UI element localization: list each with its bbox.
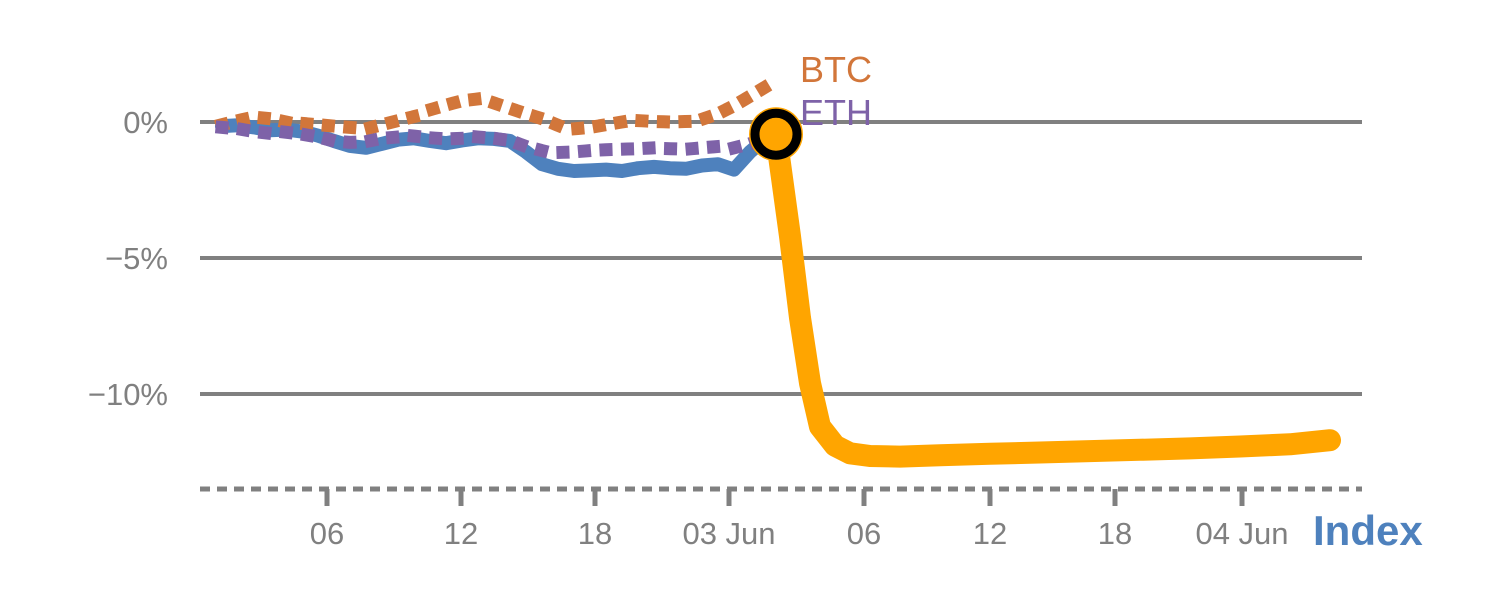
x-tick-label-4: 06 xyxy=(847,516,881,551)
marker-black-ring xyxy=(750,108,802,160)
data-series-group xyxy=(214,72,1341,468)
y-tick-label-1: −5% xyxy=(105,241,168,276)
x-tick-label-5: 12 xyxy=(973,516,1007,551)
y-tick-label-0: 0% xyxy=(123,105,168,140)
marker-inner-dot xyxy=(763,121,789,148)
highlight-marker-group[interactable] xyxy=(749,107,803,162)
series-line-projection xyxy=(765,123,1341,468)
x-axis-tick-labels-group: 06 12 18 03 Jun 06 12 18 04 Jun xyxy=(310,516,1289,551)
series-line-eth xyxy=(214,120,785,159)
x-tick-label-6: 18 xyxy=(1098,516,1132,551)
x-tick-label-3: 03 Jun xyxy=(682,516,775,551)
x-axis-ticks-group xyxy=(324,489,1245,506)
series-label-btc: BTC xyxy=(800,49,872,90)
series-label-index: Index xyxy=(1313,507,1423,554)
x-tick-label-7: 04 Jun xyxy=(1195,516,1288,551)
y-axis-tick-labels-group: 0% −5% −10% xyxy=(88,105,168,412)
series-label-eth: ETH xyxy=(800,92,872,133)
y-tick-label-2: −10% xyxy=(88,377,168,412)
x-tick-label-0: 06 xyxy=(310,516,344,551)
x-tick-label-1: 12 xyxy=(444,516,478,551)
x-tick-label-2: 18 xyxy=(578,516,612,551)
series-line-btc xyxy=(214,72,785,136)
